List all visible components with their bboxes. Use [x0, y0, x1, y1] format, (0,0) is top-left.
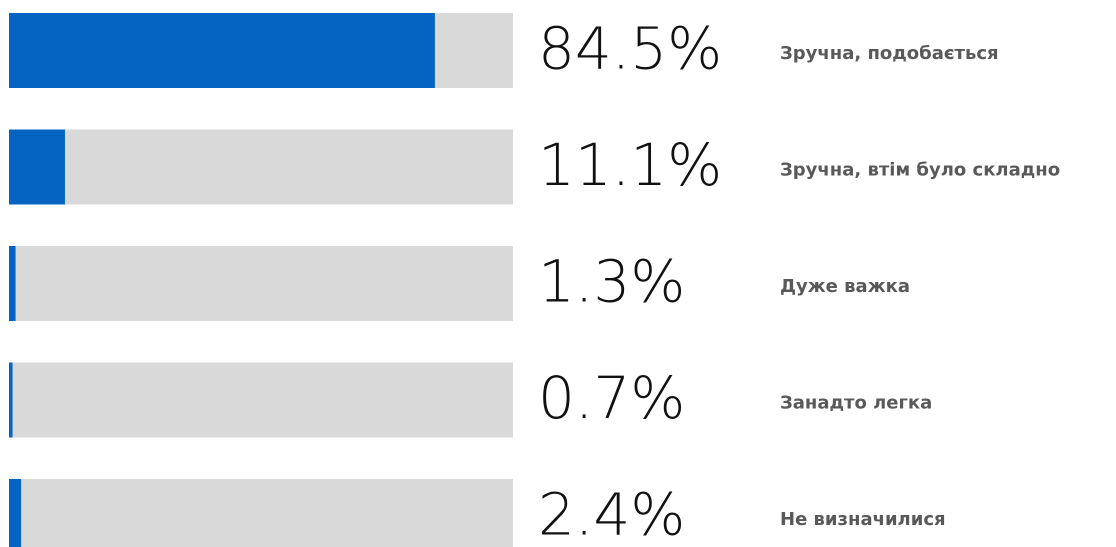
value-label: 0.7%: [538, 364, 685, 432]
bar: [9, 362, 13, 438]
bar: [9, 129, 65, 205]
bar-track: [9, 246, 513, 321]
category-label: Дуже важка: [780, 276, 910, 297]
bar-track: [9, 129, 513, 205]
value-label: 11.1%: [538, 131, 722, 199]
bar: [9, 479, 22, 547]
category-label: Зручна, втім було складно: [780, 160, 1060, 181]
category-label: Занадто легка: [780, 393, 932, 414]
value-label: 2.4%: [538, 481, 685, 547]
value-label: 84.5%: [538, 15, 722, 83]
bar-track: [9, 362, 513, 438]
bar: [9, 246, 16, 321]
bar-track: [9, 479, 513, 547]
category-label: Зручна, подобається: [780, 43, 999, 64]
bar: [9, 13, 435, 88]
category-label: Не визначилися: [780, 509, 946, 530]
value-label: 1.3%: [538, 248, 685, 316]
